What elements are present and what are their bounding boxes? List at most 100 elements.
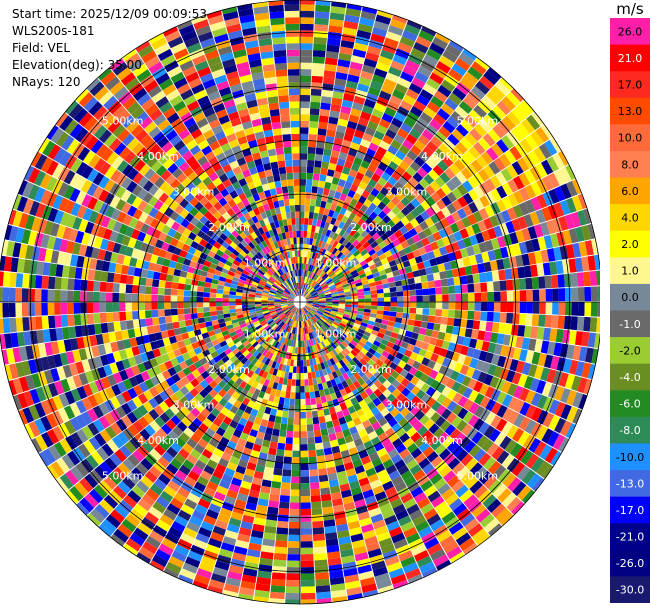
velocity-gate xyxy=(300,482,310,490)
velocity-gate xyxy=(428,224,439,235)
velocity-gate xyxy=(285,391,291,399)
velocity-gate xyxy=(269,598,285,604)
velocity-gate xyxy=(478,242,488,253)
velocity-gate xyxy=(453,276,461,286)
velocity-gate xyxy=(415,379,425,390)
velocity-gate xyxy=(325,268,332,275)
velocity-gate xyxy=(289,515,300,523)
velocity-gate xyxy=(300,30,314,37)
velocity-gate xyxy=(372,256,381,264)
velocity-gate xyxy=(248,296,255,300)
velocity-gate xyxy=(352,260,360,267)
velocity-gate xyxy=(380,323,388,330)
velocity-gate xyxy=(241,299,249,302)
velocity-gate xyxy=(357,311,364,316)
velocity-gate xyxy=(363,330,371,338)
velocity-gate xyxy=(423,54,439,67)
velocity-gate xyxy=(477,262,486,274)
velocity-gate xyxy=(521,99,535,114)
velocity-gate xyxy=(296,366,300,374)
velocity-gate xyxy=(400,521,415,533)
velocity-gate xyxy=(304,306,309,313)
velocity-gate xyxy=(500,246,509,259)
velocity-gate xyxy=(517,157,530,172)
velocity-gate xyxy=(479,513,495,528)
velocity-gate xyxy=(517,485,532,501)
velocity-gate xyxy=(364,302,372,306)
velocity-gate xyxy=(328,261,335,269)
velocity-gate xyxy=(317,335,323,343)
velocity-gate xyxy=(314,559,328,567)
velocity-gate xyxy=(324,258,331,266)
velocity-gate xyxy=(493,302,501,312)
velocity-gate xyxy=(525,453,539,469)
velocity-gate xyxy=(395,427,406,438)
velocity-gate xyxy=(309,271,314,279)
velocity-gate xyxy=(478,489,493,504)
velocity-gate xyxy=(310,291,317,296)
velocity-gate xyxy=(377,585,394,594)
velocity-gate xyxy=(377,201,387,211)
velocity-gate xyxy=(453,362,464,373)
velocity-gate xyxy=(342,315,350,321)
velocity-gate xyxy=(511,126,525,142)
velocity-gate xyxy=(353,42,368,52)
velocity-gate xyxy=(334,281,342,287)
velocity-gate xyxy=(448,521,464,535)
velocity-gate xyxy=(21,302,29,317)
velocity-gate xyxy=(347,244,355,252)
velocity-gate xyxy=(417,363,427,373)
velocity-gate xyxy=(112,282,120,293)
velocity-gate xyxy=(414,436,426,448)
velocity-gate xyxy=(408,313,416,320)
velocity-gate xyxy=(547,341,556,356)
velocity-gate xyxy=(323,242,330,251)
velocity-gate xyxy=(440,278,448,287)
velocity-gate xyxy=(306,320,310,327)
velocity-gate xyxy=(300,49,313,57)
velocity-gate xyxy=(350,533,364,543)
velocity-gate xyxy=(308,326,312,333)
velocity-gate xyxy=(392,503,406,515)
velocity-gate xyxy=(366,274,374,280)
velocity-gate xyxy=(538,143,552,159)
velocity-gate xyxy=(302,307,306,315)
velocity-gate xyxy=(404,475,417,487)
velocity-gate xyxy=(310,290,317,295)
velocity-gate xyxy=(308,140,317,148)
velocity-gate xyxy=(297,347,300,354)
velocity-gate xyxy=(319,174,327,182)
velocity-gate xyxy=(421,314,429,322)
velocity-gate xyxy=(457,184,468,196)
velocity-gate xyxy=(423,227,433,237)
velocity-gate xyxy=(454,432,466,445)
velocity-gate xyxy=(300,521,312,529)
velocity-gate xyxy=(300,289,302,296)
velocity-gate xyxy=(428,287,436,295)
velocity-gate xyxy=(377,161,388,172)
velocity-gate xyxy=(320,271,326,278)
velocity-gate xyxy=(338,443,348,452)
velocity-gate xyxy=(300,185,306,193)
velocity-gate xyxy=(99,312,107,323)
velocity-gate xyxy=(426,250,436,260)
velocity-gate xyxy=(468,302,475,311)
velocity-gate xyxy=(300,411,307,419)
velocity-gate xyxy=(228,564,244,575)
velocity-gate xyxy=(298,334,300,341)
velocity-gate xyxy=(352,356,360,365)
velocity-gate xyxy=(430,241,439,251)
velocity-gate xyxy=(439,172,451,184)
velocity-gate xyxy=(373,276,382,282)
velocity-gate xyxy=(312,273,318,281)
velocity-gate xyxy=(479,470,493,485)
velocity-gate xyxy=(446,389,457,401)
velocity-gate xyxy=(328,162,337,171)
velocity-gate xyxy=(518,201,530,216)
velocity-gate xyxy=(223,583,240,594)
velocity-gate xyxy=(307,346,311,354)
velocity-gate xyxy=(269,591,285,600)
velocity-gate xyxy=(449,222,460,234)
velocity-gate xyxy=(445,325,454,334)
velocity-gate xyxy=(386,210,396,220)
